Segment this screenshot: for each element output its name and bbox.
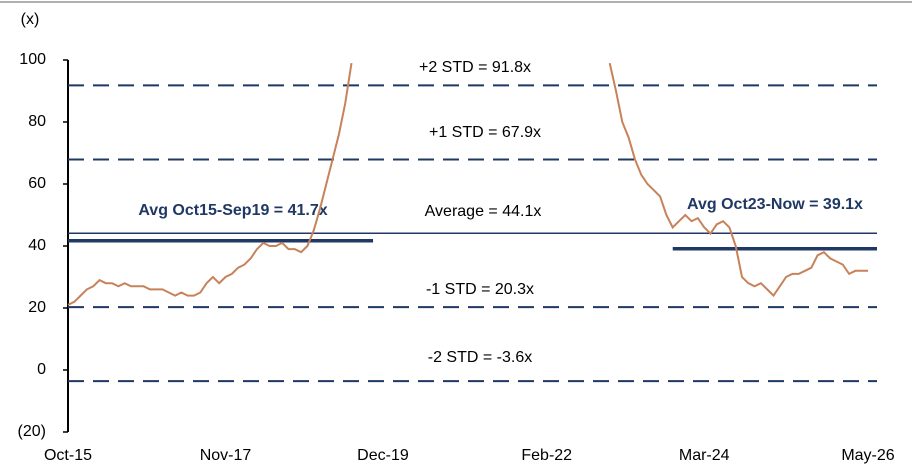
reference-label: -1 STD = 20.3x xyxy=(426,281,534,298)
x-tick-label: Nov-17 xyxy=(200,447,252,464)
y-tick-label: 60 xyxy=(28,175,46,192)
reference-label: -2 STD = -3.6x xyxy=(428,349,532,366)
y-tick-label: 80 xyxy=(28,113,46,130)
x-tick-label: Feb-22 xyxy=(521,447,572,464)
y-tick-label: 0 xyxy=(37,361,46,378)
data-line xyxy=(67,62,868,306)
x-tick-label: Mar-24 xyxy=(679,447,730,464)
reference-label: Avg Oct15-Sep19 = 41.7x xyxy=(138,202,327,219)
y-tick-label: 40 xyxy=(28,237,46,254)
x-tick-label: Dec-19 xyxy=(357,447,409,464)
reference-label: Average = 44.1x xyxy=(425,203,542,220)
y-axis-label: (x) xyxy=(21,11,40,28)
reference-label: +1 STD = 67.9x xyxy=(429,124,541,141)
y-tick-label: (20) xyxy=(18,423,46,440)
y-tick-label: 20 xyxy=(28,299,46,316)
reference-label: +2 STD = 91.8x xyxy=(419,59,531,76)
x-tick-label: May-26 xyxy=(841,447,894,464)
reference-label: Avg Oct23-Now = 39.1x xyxy=(687,196,863,213)
x-tick-label: Oct-15 xyxy=(44,447,92,464)
y-tick-label: 100 xyxy=(19,51,46,68)
